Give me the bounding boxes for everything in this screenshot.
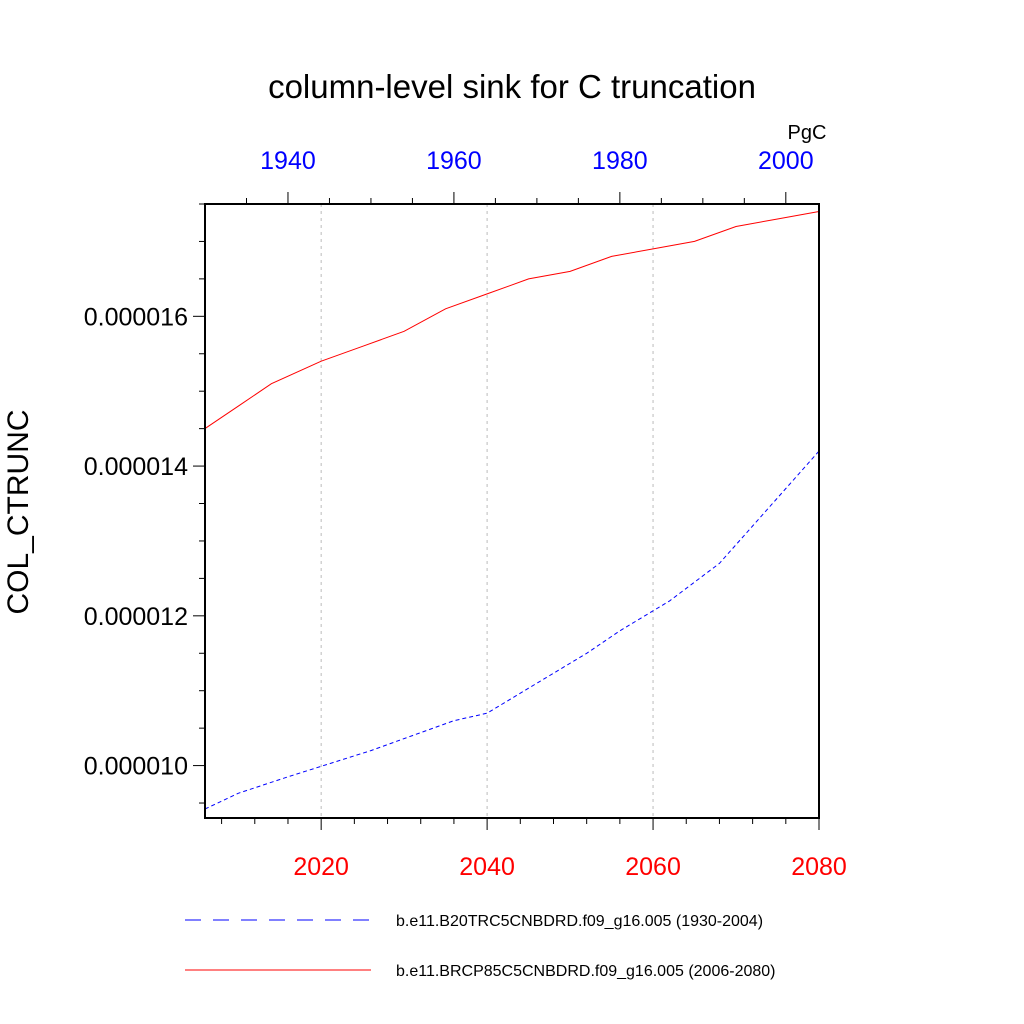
top-x-tick-label: 1940 xyxy=(260,147,316,175)
series-lines xyxy=(204,211,820,810)
y-axis-label: COL_CTRUNC xyxy=(2,409,35,614)
legend-label-1: b.e11.B20TRC5CNBDRD.f09_g16.005 (1930-20… xyxy=(396,913,763,930)
bottom-x-tick-label: 2080 xyxy=(791,853,847,881)
y-tick-label: 0.000014 xyxy=(84,453,188,481)
legend: b.e11.B20TRC5CNBDRD.f09_g16.005 (1930-20… xyxy=(185,913,775,980)
bottom-x-tick-label: 2040 xyxy=(459,853,515,881)
y-tick-labels: 0.000010 0.000012 0.000014 0.000016 xyxy=(84,303,188,780)
top-x-tick-labels: 1940 1960 1980 2000 xyxy=(260,147,813,175)
series-line-1 xyxy=(204,450,820,810)
bottom-x-tick-label: 2060 xyxy=(625,853,681,881)
series-line-2 xyxy=(204,211,820,430)
top-x-tick-label: 2000 xyxy=(758,147,814,175)
bottom-x-tick-labels: 2020 2040 2060 2080 xyxy=(293,853,846,881)
y-tick-label: 0.000012 xyxy=(84,603,188,631)
y-tick-label: 0.000016 xyxy=(84,303,188,331)
bottom-x-tick-label: 2020 xyxy=(293,853,349,881)
grid-lines xyxy=(320,204,654,818)
axis-ticks xyxy=(193,192,820,830)
chart-title: column-level sink for C truncation xyxy=(268,68,756,105)
legend-label-2: b.e11.BRCP85C5CNBDRD.f09_g16.005 (2006-2… xyxy=(396,963,775,980)
plot-frame xyxy=(204,203,820,819)
y-tick-label: 0.000010 xyxy=(84,753,188,781)
top-x-tick-label: 1960 xyxy=(426,147,482,175)
top-x-tick-label: 1980 xyxy=(592,147,648,175)
units-label: PgC xyxy=(788,122,827,144)
